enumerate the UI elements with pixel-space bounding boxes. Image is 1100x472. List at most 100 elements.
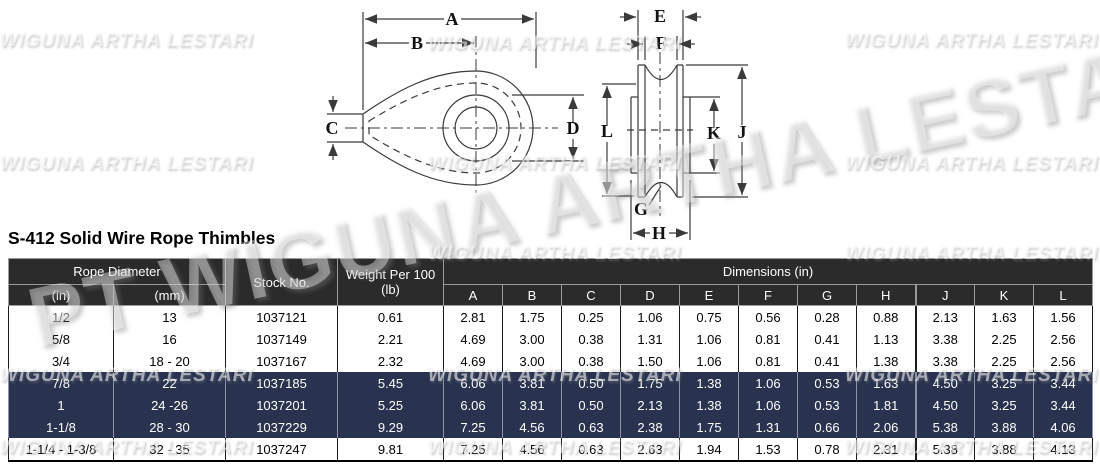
- header-dim-g: G: [797, 284, 857, 306]
- table-cell: 1.50: [620, 350, 680, 372]
- dim-label-b: B: [411, 33, 423, 53]
- table-cell: 3.38: [914, 328, 975, 350]
- table-cell: 1.75: [679, 416, 739, 438]
- header-dim-a: A: [443, 284, 503, 306]
- header-dim-k: K: [974, 284, 1034, 306]
- table-cell: 2.56: [1032, 328, 1094, 350]
- table-cell: 3.25: [974, 394, 1034, 416]
- table-cell: 0.38: [561, 350, 621, 372]
- table-cell: 0.88: [856, 305, 916, 328]
- table-cell: 1.81: [856, 394, 916, 416]
- table-cell: 1.06: [679, 350, 739, 372]
- table-cell: 1.06: [738, 394, 798, 416]
- table-cell: 2.38: [620, 416, 680, 438]
- table-cell: 3/4: [8, 350, 114, 372]
- table-cell: 1/2: [8, 305, 114, 328]
- table-cell: 1.06: [620, 305, 680, 328]
- table-cell: 32 - 35: [113, 438, 226, 461]
- table-cell: 0.41: [797, 350, 857, 372]
- header-dim-c: C: [561, 284, 621, 306]
- table-cell: 1-1/8: [8, 416, 114, 438]
- table-cell: 7/8: [8, 372, 114, 394]
- table-cell: 1.06: [679, 328, 739, 350]
- table-cell: 0.50: [561, 372, 621, 394]
- table-cell: 24 -26: [113, 394, 226, 416]
- header-dim-l: L: [1032, 284, 1094, 306]
- header-dim-h: H: [856, 284, 916, 306]
- table-body: 1/2 13 1037121 0.61 2.81 1.75 0.25 1.06 0.75 0.56…: [8, 305, 1094, 461]
- table-cell: 4.13: [1032, 438, 1094, 461]
- table-cell: 1.75: [620, 372, 680, 394]
- table-cell: 1.56: [1032, 305, 1094, 328]
- table-cell: 18 - 20: [113, 350, 226, 372]
- header-rope-diameter: Rope Diameter: [8, 258, 226, 285]
- table-cell: 2.81: [443, 305, 503, 328]
- table-cell: 2.06: [856, 416, 916, 438]
- table-cell: 0.61: [337, 305, 444, 328]
- header-dim-j: J: [914, 284, 975, 306]
- table-row: 1-1/8 28 - 30 1037229 9.29 7.25 4.56 0.63 2.38 1…: [8, 416, 1094, 438]
- table-cell: 0.28: [797, 305, 857, 328]
- table-cell: 9.29: [337, 416, 444, 438]
- table-cell: 1.31: [738, 416, 798, 438]
- table-cell: 1037247: [225, 438, 338, 461]
- table-cell: 3.81: [502, 372, 562, 394]
- table-cell: 3.44: [1032, 394, 1094, 416]
- table-cell: 2.31: [856, 438, 916, 461]
- table-cell: 2.56: [1032, 350, 1094, 372]
- table-cell: 5/8: [8, 328, 114, 350]
- table-cell: 0.25: [561, 305, 621, 328]
- table-cell: 3.88: [974, 438, 1034, 461]
- table-cell: 6.06: [443, 372, 503, 394]
- table-cell: 2.25: [974, 328, 1034, 350]
- dim-label-e: E: [654, 6, 666, 26]
- table-cell: 1037201: [225, 394, 338, 416]
- table-cell: 0.81: [738, 350, 798, 372]
- table-cell: 4.69: [443, 328, 503, 350]
- table-row: 1-1/4 - 1-3/8 32 - 35 1037247 9.81 7.25 4.56 0…: [8, 438, 1094, 461]
- table-cell: 1.38: [856, 350, 916, 372]
- header-rope-mm: (mm): [113, 284, 226, 306]
- table-cell: 2.13: [914, 305, 975, 328]
- table-cell: 4.56: [502, 416, 562, 438]
- table-cell: 1.53: [738, 438, 798, 461]
- table-cell: 3.81: [502, 394, 562, 416]
- table-cell: 1.94: [679, 438, 739, 461]
- table-cell: 2.13: [620, 394, 680, 416]
- table-cell: 5.25: [337, 394, 444, 416]
- header-weight: Weight Per 100 (lb): [337, 258, 444, 306]
- table-cell: 0.63: [561, 438, 621, 461]
- table-cell: 7.25: [443, 416, 503, 438]
- table-cell: 4.69: [443, 350, 503, 372]
- header-weight-line2: (lb): [381, 282, 400, 297]
- table-cell: 22: [113, 372, 226, 394]
- table-cell: 0.41: [797, 328, 857, 350]
- table-cell: 0.63: [561, 416, 621, 438]
- table-cell: 1.63: [856, 372, 916, 394]
- header-rope-in: (in): [8, 284, 114, 306]
- table-cell: 1037149: [225, 328, 338, 350]
- table-cell: 1.63: [974, 305, 1034, 328]
- table-cell: 0.56: [738, 305, 798, 328]
- dim-label-k: K: [707, 123, 721, 143]
- page-title: S-412 Solid Wire Rope Thimbles: [8, 228, 276, 248]
- table-cell: 2.21: [337, 328, 444, 350]
- table-cell: 4.50: [914, 394, 975, 416]
- thimbles-table: Rope Diameter Stock No. Weight Per 100 (…: [8, 258, 1094, 462]
- table-row: 3/4 18 - 20 1037167 2.32 4.69 3.00 0.38 1.50 1.0…: [8, 350, 1094, 372]
- table-cell: 1: [8, 394, 114, 416]
- table-cell: 0.53: [797, 394, 857, 416]
- dim-label-h: H: [652, 223, 666, 243]
- table-row: 1/2 13 1037121 0.61 2.81 1.75 0.25 1.06 0.75 0.56…: [8, 305, 1094, 328]
- dim-label-g: G: [634, 199, 648, 219]
- table-cell: 6.06: [443, 394, 503, 416]
- table-cell: 1037229: [225, 416, 338, 438]
- table-cell: 1.75: [502, 305, 562, 328]
- table-cell: 0.81: [738, 328, 798, 350]
- table-cell: 0.66: [797, 416, 857, 438]
- table-cell: 1.31: [620, 328, 680, 350]
- table-cell: 5.38: [914, 416, 975, 438]
- table-cell: 2.32: [337, 350, 444, 372]
- table-cell: 1.38: [679, 372, 739, 394]
